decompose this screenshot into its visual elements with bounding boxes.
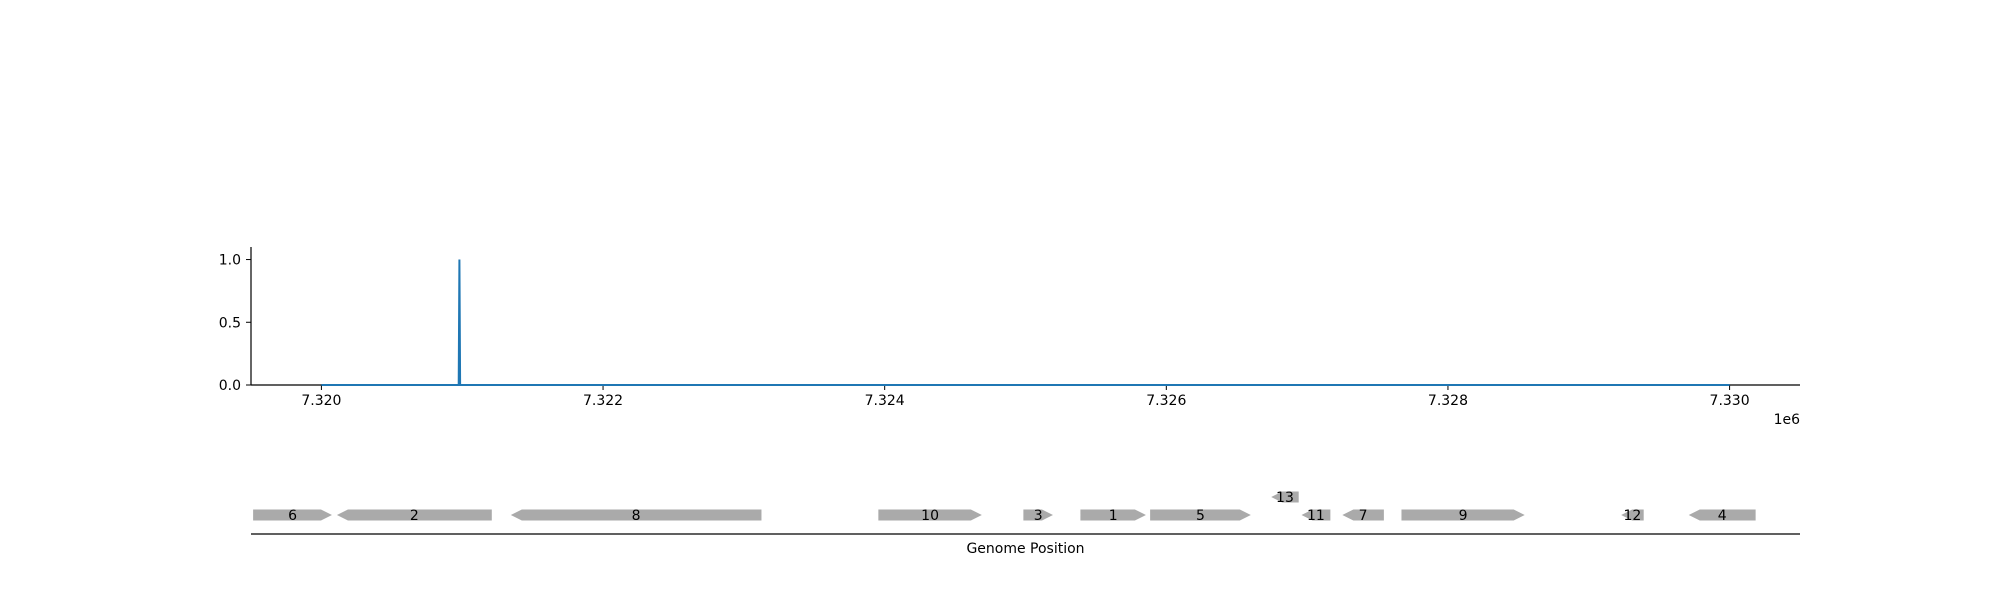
gene-arrow bbox=[1342, 509, 1384, 521]
gene-label: 12 bbox=[1624, 508, 1642, 524]
gene-label: 4 bbox=[1718, 508, 1727, 524]
gene-arrow bbox=[336, 509, 492, 521]
gene-arrow bbox=[1621, 509, 1644, 521]
x-tick-label: 7.326 bbox=[1146, 393, 1186, 409]
gene-5: 5 bbox=[1150, 508, 1251, 524]
gene-arrow bbox=[1401, 509, 1525, 521]
gene-11: 11 bbox=[1301, 508, 1331, 524]
gene-9: 9 bbox=[1401, 508, 1525, 524]
y-tick-label: 0.0 bbox=[219, 378, 241, 394]
gene-12: 12 bbox=[1621, 508, 1644, 524]
gene-label: 1 bbox=[1109, 508, 1118, 524]
gene-3: 3 bbox=[1023, 508, 1053, 524]
gene-8: 8 bbox=[510, 508, 762, 524]
y-tick-label: 1.0 bbox=[219, 253, 241, 269]
gene-arrow bbox=[1023, 509, 1053, 521]
y-tick-label: 0.5 bbox=[219, 315, 241, 331]
gene-13: 13 bbox=[1271, 490, 1299, 506]
x-tick-label: 7.320 bbox=[301, 393, 341, 409]
gene-label: 5 bbox=[1196, 508, 1205, 524]
gene-10: 10 bbox=[878, 508, 982, 524]
gene-label: 13 bbox=[1276, 490, 1294, 506]
gene-arrow bbox=[878, 509, 982, 521]
gene-label: 8 bbox=[632, 508, 641, 524]
gene-label: 10 bbox=[921, 508, 939, 524]
gene-arrow bbox=[253, 509, 332, 521]
gene-arrow bbox=[1271, 491, 1299, 503]
gene-label: 11 bbox=[1307, 508, 1325, 524]
coverage-plot: 0.0 0.5 1.0 7.320 7.322 7.324 7.326 7.328 7.330 1… bbox=[219, 247, 1800, 428]
gene-6: 6 bbox=[253, 508, 332, 524]
gene-label: 6 bbox=[288, 508, 297, 524]
x-offset-label: 1e6 bbox=[1774, 412, 1801, 428]
gene-arrow bbox=[1301, 509, 1331, 521]
gene-label: 3 bbox=[1034, 508, 1043, 524]
gene-1: 1 bbox=[1080, 508, 1146, 524]
gene-7: 7 bbox=[1342, 508, 1384, 524]
x-tick-label: 7.330 bbox=[1710, 393, 1750, 409]
gene-arrow bbox=[1080, 509, 1146, 521]
gene-label: 7 bbox=[1359, 508, 1368, 524]
x-tick-label: 7.322 bbox=[583, 393, 623, 409]
x-tick-label: 7.328 bbox=[1428, 393, 1468, 409]
gene-2: 2 bbox=[336, 508, 492, 524]
gene-arrow bbox=[1150, 509, 1251, 521]
x-axis-label: Genome Position bbox=[966, 541, 1084, 557]
gene-label: 9 bbox=[1459, 508, 1468, 524]
x-tick-label: 7.324 bbox=[865, 393, 905, 409]
coverage-series-line bbox=[321, 259, 1730, 386]
gene-arrow bbox=[510, 509, 762, 521]
gene-4: 4 bbox=[1688, 508, 1756, 524]
gene-arrow bbox=[1688, 509, 1756, 521]
gene-label: 2 bbox=[410, 508, 419, 524]
